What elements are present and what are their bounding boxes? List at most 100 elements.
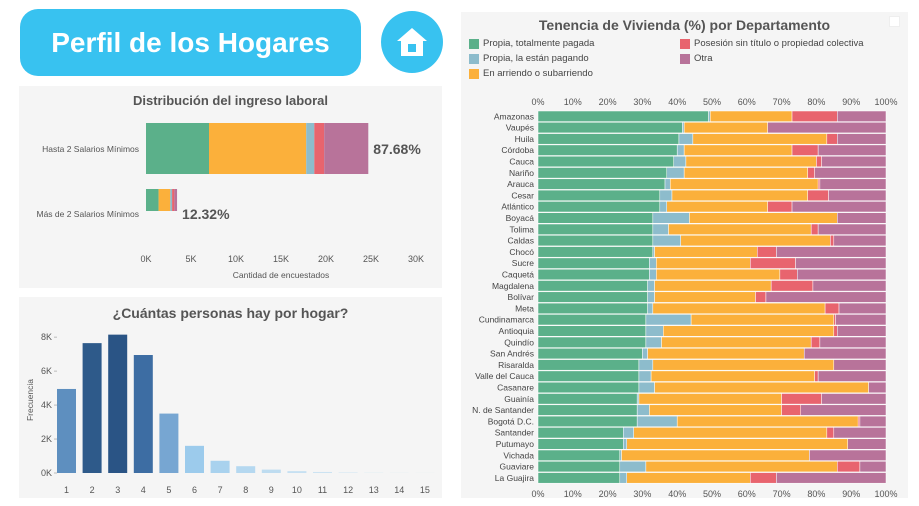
tenure-bar-segment[interactable] — [537, 144, 678, 156]
legend-item-owned-paying[interactable]: Propia, la están pagando — [469, 53, 589, 64]
tenure-bar-segment[interactable] — [656, 257, 751, 269]
tenure-bar-segment[interactable] — [692, 133, 828, 145]
tenure-bar-segment[interactable] — [642, 348, 648, 360]
tenure-bar-segment[interactable] — [824, 302, 840, 314]
tenure-bar-segment[interactable] — [807, 189, 829, 201]
tenure-bar-segment[interactable] — [537, 336, 647, 348]
household-bar[interactable] — [338, 472, 358, 473]
tenure-bar-segment[interactable] — [810, 336, 821, 348]
tenure-bar-segment[interactable] — [647, 348, 805, 360]
tenure-bar-segment[interactable] — [756, 246, 777, 258]
tenure-bar-segment[interactable] — [814, 370, 819, 382]
tenure-bar-segment[interactable] — [821, 155, 887, 168]
income-bar-segment[interactable] — [209, 123, 307, 174]
tenure-bar-segment[interactable] — [816, 155, 822, 168]
tenure-bar-segment[interactable] — [776, 472, 887, 484]
tenure-bar-segment[interactable] — [654, 381, 869, 394]
tenure-bar-segment[interactable] — [685, 155, 817, 168]
tenure-bar-segment[interactable] — [636, 415, 678, 427]
tenure-bar-segment[interactable] — [809, 449, 887, 461]
tenure-bar-segment[interactable] — [826, 427, 835, 439]
tenure-bar-segment[interactable] — [750, 257, 796, 269]
legend-item-other[interactable]: Otra — [680, 53, 712, 64]
income-bar-segment[interactable] — [306, 123, 315, 174]
tenure-bar-segment[interactable] — [537, 370, 640, 382]
tenure-bar-segment[interactable] — [750, 472, 777, 484]
household-bar[interactable] — [261, 469, 281, 473]
tenure-bar-segment[interactable] — [652, 302, 826, 314]
tenure-bar-segment[interactable] — [645, 461, 838, 473]
tenure-bar-segment[interactable] — [537, 280, 648, 292]
tenure-bar-segment[interactable] — [638, 393, 782, 405]
tenure-bar-segment[interactable] — [537, 291, 648, 303]
tenure-bar-segment[interactable] — [638, 359, 654, 371]
tenure-bar-segment[interactable] — [821, 393, 887, 405]
tenure-bar-segment[interactable] — [537, 449, 621, 461]
tenure-bar-segment[interactable] — [537, 201, 661, 213]
tenure-bar-segment[interactable] — [638, 381, 655, 394]
tenure-bar-segment[interactable] — [623, 438, 627, 450]
tenure-bar-segment[interactable] — [619, 472, 627, 484]
household-bar[interactable] — [57, 388, 76, 473]
tenure-bar-segment[interactable] — [837, 325, 887, 337]
tenure-bar-segment[interactable] — [708, 110, 711, 122]
tenure-bar-segment[interactable] — [537, 257, 650, 269]
tenure-bar-segment[interactable] — [649, 257, 657, 269]
household-bar[interactable] — [313, 471, 332, 473]
tenure-bar-segment[interactable] — [537, 415, 638, 427]
tenure-bar-segment[interactable] — [800, 404, 887, 416]
tenure-bar-segment[interactable] — [621, 449, 810, 461]
home-button[interactable] — [381, 11, 443, 73]
tenure-bar-segment[interactable] — [770, 280, 814, 292]
tenure-bar-segment[interactable] — [673, 155, 687, 168]
tenure-bar-segment[interactable] — [668, 223, 812, 235]
tenure-bar-segment[interactable] — [537, 359, 640, 371]
legend-item-possession[interactable]: Posesión sin título o propiedad colectiv… — [680, 38, 864, 49]
tenure-bar-segment[interactable] — [650, 370, 815, 382]
tenure-bar-segment[interactable] — [652, 246, 655, 258]
tenure-bar-segment[interactable] — [683, 144, 793, 156]
income-bar-segment[interactable] — [146, 189, 159, 211]
tenure-bar-segment[interactable] — [654, 246, 758, 258]
tenure-bar-segment[interactable] — [837, 133, 887, 145]
tenure-bar-segment[interactable] — [652, 359, 835, 371]
tenure-bar-segment[interactable] — [537, 302, 648, 314]
tenure-bar-segment[interactable] — [833, 427, 887, 439]
household-bar[interactable] — [236, 466, 256, 473]
tenure-bar-segment[interactable] — [537, 122, 683, 134]
tenure-bar-segment[interactable] — [828, 189, 887, 201]
tenure-bar-segment[interactable] — [859, 461, 887, 473]
tenure-bar-segment[interactable] — [868, 381, 887, 394]
tenure-bar-segment[interactable] — [676, 144, 685, 156]
tenure-bar-segment[interactable] — [767, 122, 887, 134]
tenure-bar-segment[interactable] — [817, 370, 887, 382]
tenure-bar-segment[interactable] — [857, 415, 861, 427]
household-bar[interactable] — [133, 355, 153, 473]
tenure-bar-segment[interactable] — [664, 178, 671, 190]
tenure-bar-segment[interactable] — [812, 280, 887, 292]
household-bar[interactable] — [108, 334, 128, 473]
tenure-bar-segment[interactable] — [781, 404, 801, 416]
tenure-bar-segment[interactable] — [645, 314, 692, 326]
household-bar[interactable] — [82, 343, 102, 473]
tenure-bar-segment[interactable] — [682, 122, 685, 134]
tenure-bar-segment[interactable] — [537, 110, 709, 122]
tenure-bar-segment[interactable] — [689, 212, 838, 224]
tenure-bar-segment[interactable] — [779, 268, 798, 281]
tenure-bar-segment[interactable] — [683, 167, 808, 179]
tenure-bar-segment[interactable] — [837, 212, 887, 224]
tenure-bar-segment[interactable] — [690, 314, 835, 326]
tenure-bar-segment[interactable] — [652, 223, 669, 235]
tenure-bar-segment[interactable] — [835, 314, 887, 326]
tenure-bar-segment[interactable] — [537, 393, 638, 405]
tenure-bar-segment[interactable] — [652, 235, 681, 247]
tenure-bar-segment[interactable] — [623, 427, 634, 439]
tenure-bar-segment[interactable] — [830, 235, 835, 247]
tenure-bar-segment[interactable] — [633, 427, 828, 439]
tenure-bar-segment[interactable] — [537, 404, 638, 416]
tenure-bar-segment[interactable] — [817, 223, 887, 235]
tenure-bar-segment[interactable] — [619, 461, 647, 473]
legend-item-rent[interactable]: En arriendo o subarriendo — [469, 68, 593, 79]
tenure-bar-segment[interactable] — [680, 235, 831, 247]
income-bar-segment[interactable] — [158, 189, 171, 211]
